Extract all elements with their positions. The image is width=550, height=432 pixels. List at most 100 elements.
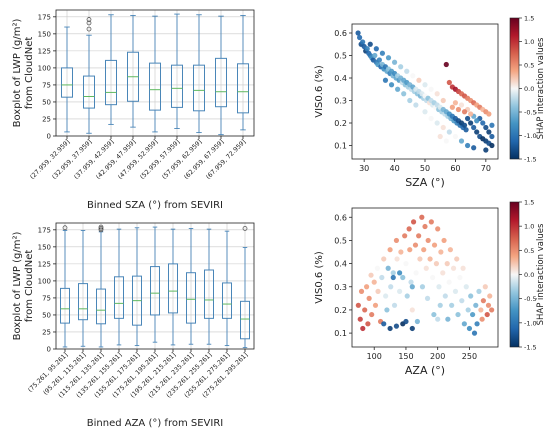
scatter-point bbox=[357, 316, 363, 322]
colorbar-tick-label: 1.5 bbox=[524, 199, 534, 207]
x-tick-label: (42.959, 47.959] bbox=[95, 138, 137, 180]
scatter-point bbox=[455, 311, 461, 318]
y-axis-label-line: Boxplot of LWP (g/m²) bbox=[12, 19, 23, 128]
scatter-point bbox=[414, 318, 420, 325]
box-iqr bbox=[215, 57, 227, 108]
y-tick-label: 125 bbox=[38, 260, 51, 268]
scatter-point bbox=[409, 284, 415, 290]
x-tick-label: (67.959, 72.959] bbox=[205, 138, 247, 180]
box-iqr bbox=[222, 282, 232, 319]
colorbar-tick-label: -1.5 bbox=[524, 344, 537, 352]
scatter-point bbox=[471, 145, 477, 151]
scatter-point bbox=[431, 311, 437, 318]
scatter-point bbox=[358, 288, 365, 294]
scatter-point bbox=[368, 272, 374, 278]
colorbar-tick-label: -1.0 bbox=[524, 319, 537, 327]
scatter-points bbox=[355, 214, 495, 336]
scatter-point bbox=[458, 102, 465, 108]
y-axis-label-line: from CloudNet bbox=[24, 37, 35, 110]
y-tick-label: 75 bbox=[42, 81, 51, 89]
scatter-point bbox=[486, 111, 492, 117]
scatter-point bbox=[474, 321, 480, 327]
box-iqr bbox=[171, 64, 183, 108]
colorbar-tick-label: -0.5 bbox=[524, 109, 537, 117]
box-flier bbox=[98, 226, 104, 231]
scatter-point bbox=[440, 97, 446, 104]
scatter-point bbox=[483, 124, 489, 131]
box-iqr bbox=[237, 63, 249, 114]
scatter-point bbox=[401, 91, 407, 97]
scatter-point bbox=[413, 102, 419, 108]
scatter-point bbox=[366, 295, 372, 301]
scatter-point bbox=[447, 247, 453, 253]
sza-scatter: 30 40 50 60 70 0.1 0.2 0.3 0.4 0.5 0.6 SZA (°) VIS0.… bbox=[314, 15, 546, 190]
scatter-point bbox=[355, 302, 361, 308]
scatter-point bbox=[422, 109, 428, 115]
scatter-point bbox=[433, 261, 440, 267]
scatter-point bbox=[423, 265, 429, 271]
y-tick-label: 175 bbox=[38, 226, 51, 234]
colorbar-tick-label: 1.0 bbox=[524, 38, 534, 46]
scatter-point bbox=[482, 284, 488, 290]
scatter-point bbox=[403, 261, 409, 267]
scatter-point bbox=[484, 311, 490, 318]
scatter-point bbox=[486, 129, 492, 135]
x-tick-label: (47.959, 52.959] bbox=[117, 138, 159, 180]
box-1 bbox=[83, 17, 95, 134]
scatter-point bbox=[485, 302, 492, 308]
scatter-point bbox=[393, 323, 400, 329]
scatter-point bbox=[470, 311, 476, 318]
y-tick-label: 100 bbox=[38, 277, 51, 285]
box-iqr bbox=[204, 269, 214, 319]
y-tick-label: 0.5 bbox=[334, 236, 347, 245]
y-tick-label: 0.2 bbox=[334, 306, 347, 315]
scatter-point bbox=[384, 307, 390, 313]
box-iqr bbox=[61, 67, 73, 98]
y-tick-label: 0.4 bbox=[334, 260, 347, 269]
y-tick-label: 0.3 bbox=[334, 97, 347, 106]
scatter-point bbox=[419, 214, 425, 220]
scatter-point bbox=[487, 293, 493, 299]
scatter-point bbox=[416, 233, 422, 239]
scatter-point bbox=[435, 226, 441, 232]
x-axis-label: Binned SZA (°) from SEVIRI bbox=[87, 200, 223, 211]
scatter-point bbox=[480, 120, 486, 126]
box-iqr bbox=[60, 287, 70, 324]
scatter-point bbox=[480, 298, 486, 304]
colorbar-label: SHAP interaction values bbox=[536, 223, 546, 325]
scatter-point bbox=[427, 256, 433, 262]
scatter-point bbox=[408, 279, 414, 285]
box-flier bbox=[86, 26, 92, 32]
scatter-point bbox=[430, 274, 436, 281]
scatter-point bbox=[473, 302, 479, 308]
scatter-point bbox=[463, 127, 469, 133]
box-iqr bbox=[168, 263, 178, 314]
box-2 bbox=[96, 224, 106, 348]
box-1 bbox=[78, 230, 88, 347]
scatter-point bbox=[397, 270, 403, 276]
scatter-point bbox=[457, 274, 463, 281]
x-tick-label: (52.959, 57.959] bbox=[139, 138, 181, 180]
scatter-point bbox=[362, 307, 368, 313]
box-iqr bbox=[78, 283, 88, 321]
scatter-point bbox=[406, 226, 412, 232]
scatter-point bbox=[474, 129, 480, 135]
scatter-point bbox=[391, 302, 398, 308]
colorbar-tick-label: 1.5 bbox=[524, 15, 534, 23]
colorbar bbox=[509, 201, 520, 348]
scatter-point bbox=[422, 223, 428, 230]
scatter-point bbox=[449, 302, 455, 308]
scatter-point bbox=[410, 73, 416, 79]
x-axis-label: AZA (°) bbox=[405, 364, 445, 377]
scatter-point bbox=[461, 122, 468, 128]
box-3 bbox=[114, 228, 124, 346]
box-iqr bbox=[186, 272, 196, 324]
scatter-point bbox=[460, 265, 466, 271]
box-flier bbox=[86, 20, 92, 26]
scatter-point bbox=[416, 77, 422, 83]
scatter-point bbox=[474, 118, 480, 124]
scatter-point bbox=[360, 39, 366, 45]
scatter-points bbox=[355, 30, 495, 153]
scatter-point bbox=[395, 86, 401, 92]
scatter-point bbox=[355, 30, 361, 36]
